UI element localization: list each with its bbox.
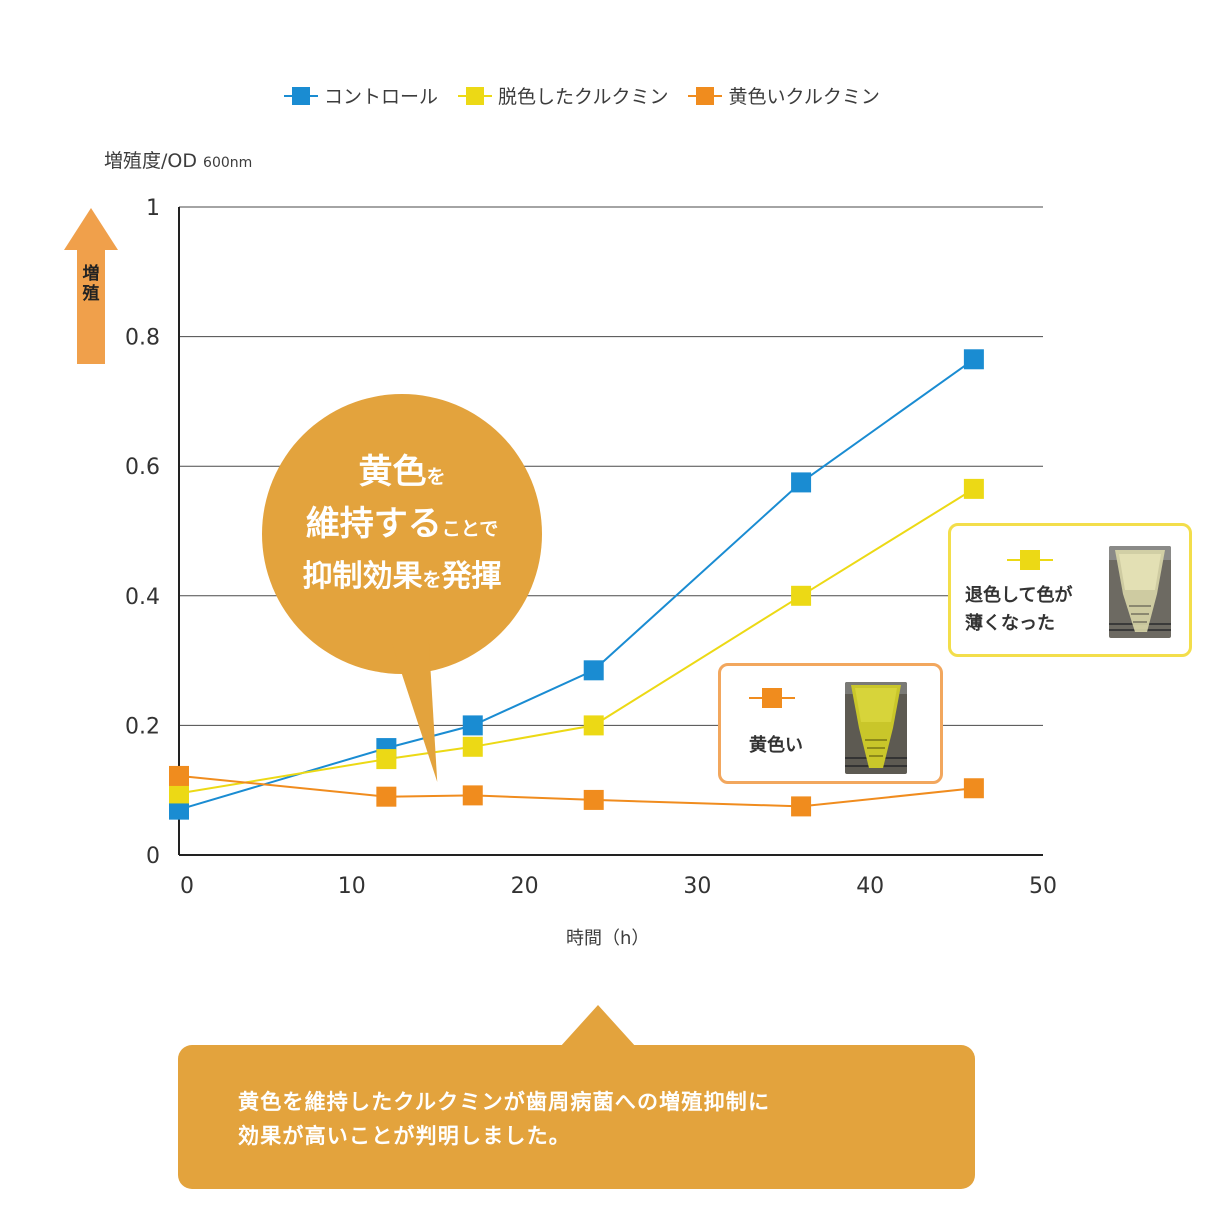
series-points (169, 349, 984, 820)
legend-item-decolorized: 脱色したクルクミン (458, 82, 668, 109)
legend-marker-orange (688, 86, 723, 106)
data-point-2-5 (963, 778, 984, 799)
series-line-0 (178, 358, 975, 811)
y-tick-label-2: 0.4 (125, 585, 160, 610)
inset-decolorized: 退色して色が 薄くなった (948, 523, 1192, 657)
series-lines (178, 358, 975, 811)
conclusion-text: 黄色を維持したクルクミンが歯周病菌への増殖抑制に 効果が高いことが判明しました。 (238, 1085, 770, 1153)
data-point-0-3 (583, 660, 604, 681)
legend-item-control: コントロール (284, 82, 438, 109)
tube-image-yellow (845, 682, 907, 774)
data-point-2-1 (376, 786, 397, 807)
growth-arrow-label: 増殖 (82, 264, 100, 304)
data-point-1-1 (376, 749, 397, 770)
data-point-2-4 (791, 796, 812, 817)
x-tick-label-4: 40 (856, 874, 884, 899)
inset-marker-orange (749, 688, 795, 708)
data-point-1-0 (169, 783, 189, 804)
tick-labels: 00.20.40.60.810 10 20 30 40 50 (125, 196, 1057, 899)
y-axis-label-text: 増殖度/OD (104, 150, 197, 172)
data-point-0-2 (462, 715, 483, 736)
inset-yellow-curcumin: 黄色い (718, 663, 943, 784)
arrow-up-icon (64, 208, 118, 250)
legend: コントロール 脱色したクルクミン 黄色いクルクミン (284, 82, 880, 109)
data-point-1-3 (583, 715, 604, 736)
data-point-0-5 (963, 349, 984, 370)
x-tick-label-1: 10 (338, 874, 366, 899)
inset-yellow-curcumin-label: 黄色い (749, 735, 803, 756)
data-point-2-0 (169, 765, 189, 786)
bubble-line2-small: ことで (441, 518, 499, 540)
conclusion-line1: 黄色を維持したクルクミンが歯周病菌への増殖抑制に (238, 1090, 771, 1114)
data-point-1-2 (462, 736, 483, 757)
series-line-1 (178, 488, 975, 795)
inset-marker-yellow (1007, 550, 1053, 570)
bubble-line3-b: 発揮 (441, 559, 502, 594)
axes (178, 207, 1043, 856)
data-point-2-3 (583, 789, 604, 810)
x-tick-label-3: 30 (683, 874, 711, 899)
legend-marker-yellow (458, 86, 493, 106)
data-point-0-0 (169, 799, 189, 820)
note-tail (560, 1005, 636, 1047)
legend-label-decolorized: 脱色したクルクミン (498, 86, 669, 108)
tube-image-decolorized (1109, 546, 1171, 638)
data-point-0-4 (791, 472, 812, 493)
y-axis-label-unit: 600nm (203, 155, 253, 171)
arrow-shaft (77, 248, 105, 364)
y-tick-label-0: 0 (146, 844, 160, 869)
series-line-2 (178, 774, 975, 808)
conclusion-note: 黄色を維持したクルクミンが歯周病菌への増殖抑制に 効果が高いことが判明しました。 (178, 1045, 975, 1189)
data-point-1-4 (791, 585, 812, 606)
legend-label-control: コントロール (324, 86, 439, 108)
legend-marker-blue (284, 86, 318, 106)
inset-decolorized-label: 退色して色が 薄くなった (965, 582, 1072, 638)
speech-bubble-text: 黄色を 維持することで 抑制効果を発揮 (262, 450, 542, 603)
data-point-1-5 (963, 478, 984, 499)
y-tick-label-1: 0.2 (125, 714, 160, 739)
bubble-line2-big: 維持する (305, 504, 442, 544)
speech-bubble (262, 394, 542, 674)
bubble-line1-big: 黄色 (358, 452, 427, 492)
y-axis-label: 増殖度/OD 600nm (104, 146, 252, 173)
x-axis-label: 時間（h） (566, 928, 650, 949)
bubble-line3-small: を (422, 569, 442, 591)
inset-decolorized-line1: 退色して色が (965, 585, 1073, 606)
data-point-2-2 (462, 785, 483, 806)
x-tick-label-0: 0 (180, 874, 194, 899)
y-tick-label-5: 1 (146, 196, 160, 221)
bubble-line1-small: を (426, 466, 446, 488)
growth-arrow: 増殖 (64, 208, 118, 364)
x-tick-label-2: 20 (511, 874, 539, 899)
inset-decolorized-line2: 薄くなった (965, 613, 1055, 634)
bubble-line3-a: 抑制効果 (302, 559, 423, 594)
legend-item-yellow-curcumin: 黄色いクルクミン (688, 82, 880, 109)
conclusion-line2: 効果が高いことが判明しました。 (238, 1124, 571, 1148)
y-tick-label-3: 0.6 (125, 455, 160, 480)
x-tick-label-5: 50 (1029, 874, 1057, 899)
legend-label-yellow-curcumin: 黄色いクルクミン (728, 86, 880, 108)
y-tick-label-4: 0.8 (125, 326, 160, 351)
